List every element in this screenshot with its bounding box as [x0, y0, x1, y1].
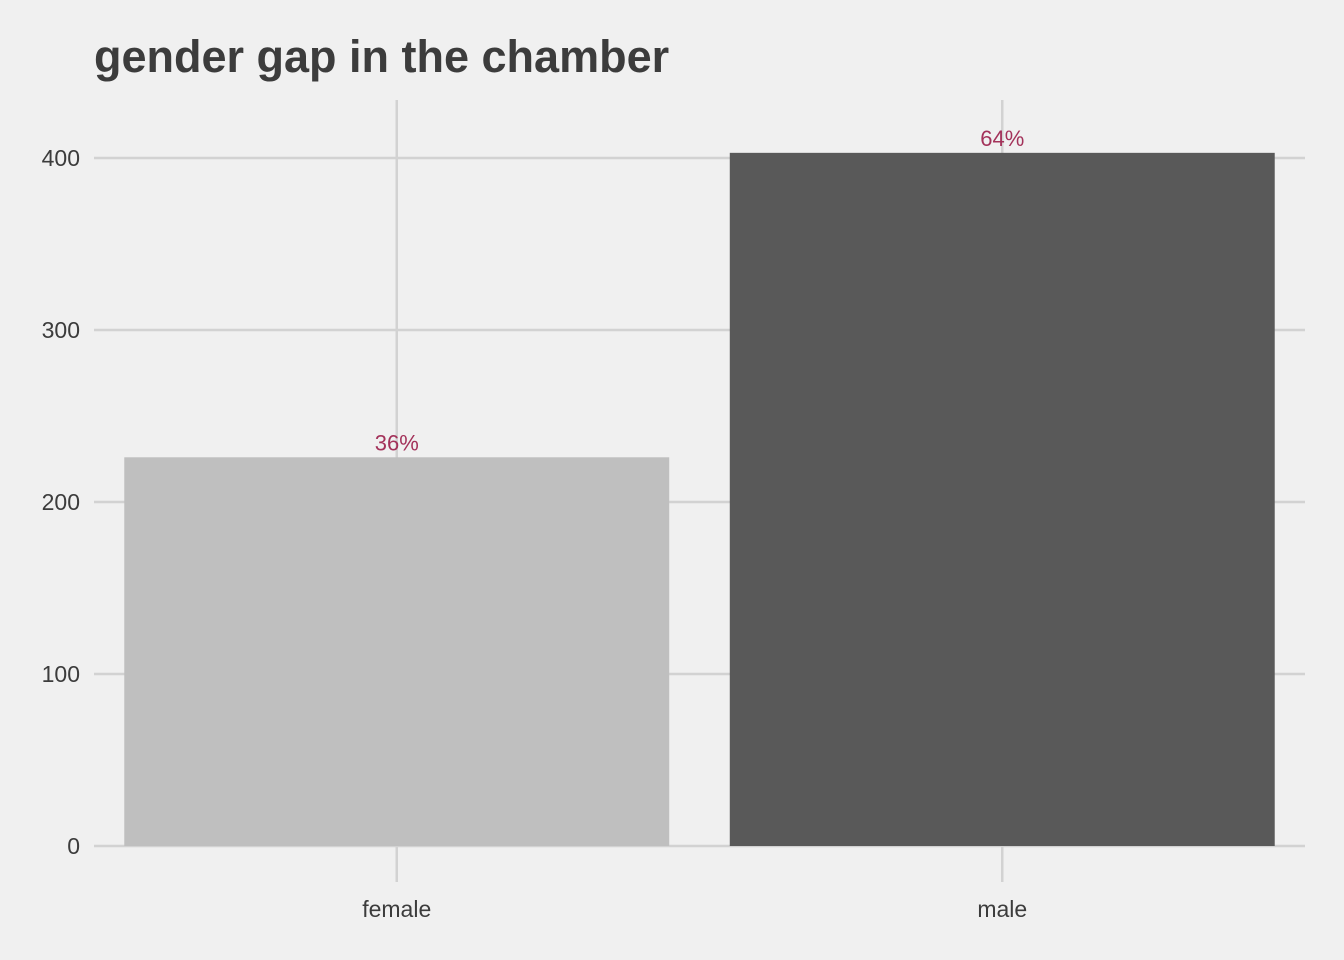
y-axis: 0 100 200 300 400	[42, 145, 80, 859]
y-tick-label: 400	[42, 145, 80, 171]
x-tick-label-male: male	[977, 896, 1027, 922]
bars-layer	[124, 152, 1275, 847]
y-tick-label: 300	[42, 317, 80, 343]
y-tick-label: 0	[67, 833, 80, 859]
y-tick-label: 200	[42, 489, 80, 515]
data-label-female: 36%	[375, 430, 419, 455]
data-labels-layer: 36% 64%	[375, 126, 1025, 455]
x-axis: female male	[362, 896, 1027, 922]
bar-female	[124, 457, 670, 846]
bar-male	[729, 152, 1275, 847]
data-label-male: 64%	[980, 126, 1024, 151]
y-tick-label: 100	[42, 661, 80, 687]
x-tick-label-female: female	[362, 896, 431, 922]
chart-title: gender gap in the chamber	[94, 31, 670, 82]
